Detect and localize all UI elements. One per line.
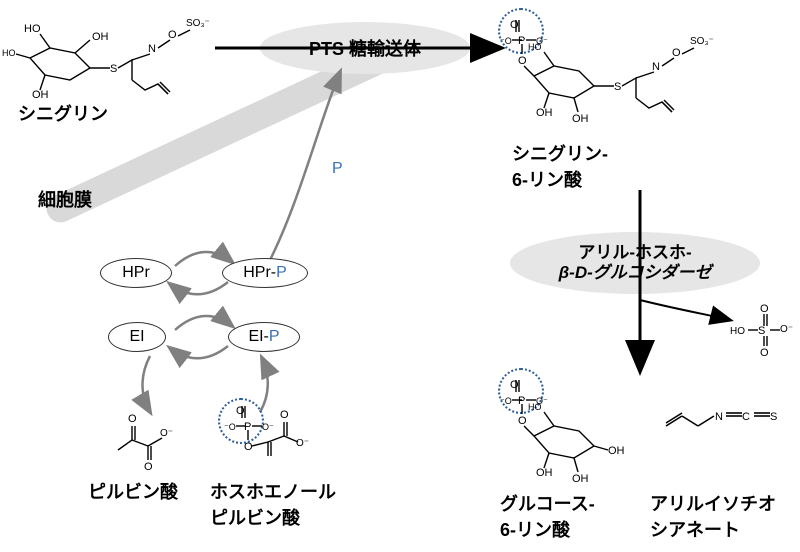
hpr-oval: HPr (100, 258, 172, 288)
ei-oval: EI (108, 322, 166, 352)
aitc-label-2: シアネート (650, 516, 776, 542)
svg-text:O: O (144, 461, 153, 473)
svg-text:OH: OH (572, 113, 589, 125)
p-label: P (332, 160, 343, 178)
svg-text:OH: OH (92, 31, 109, 43)
svg-text:SO₃⁻: SO₃⁻ (186, 18, 210, 29)
svg-text:OH: OH (572, 473, 589, 485)
hpr-p-oval: HPr-P (222, 258, 308, 288)
svg-text:O: O (518, 415, 527, 427)
hpr-p-label-b: P (276, 264, 287, 282)
svg-text:O: O (760, 347, 769, 359)
svg-text:S: S (758, 325, 765, 337)
svg-text:HO: HO (24, 23, 41, 35)
svg-text:HO: HO (528, 42, 542, 52)
svg-text:O: O (168, 29, 177, 41)
molecule-aitc: N C S (660, 400, 800, 450)
svg-text:O: O (510, 379, 519, 391)
svg-text:N: N (148, 43, 156, 55)
sinigrin6p-label-1: シニグリン- (512, 140, 608, 166)
svg-text:O: O (672, 47, 681, 59)
svg-text:O: O (244, 441, 253, 453)
glc6p-label-2: 6-リン酸 (500, 516, 595, 542)
pyruvate-label: ピルビン酸 (88, 478, 178, 504)
glc6p-label: グルコース- 6-リン酸 (500, 490, 595, 542)
svg-text:⁻O: ⁻O (500, 36, 512, 46)
svg-text:O⁻: O⁻ (780, 324, 793, 335)
svg-text:O: O (760, 303, 769, 315)
molecule-pyruvate: O O⁻ O (100, 404, 190, 464)
svg-text:O: O (518, 55, 527, 67)
svg-text:O: O (510, 19, 519, 31)
svg-text:N: N (652, 61, 660, 73)
svg-text:S: S (614, 81, 621, 93)
hpr-p-label-a: HPr- (243, 264, 276, 282)
svg-text:SO₃⁻: SO₃⁻ (690, 36, 714, 47)
molecule-pep: O ⁻O P O⁻ O O⁻ O (212, 396, 332, 466)
svg-text:OH: OH (536, 467, 553, 479)
molecule-sulfate: HO S O O O⁻ (730, 300, 800, 350)
pep-label-2: ピルビン酸 (210, 504, 336, 530)
ei-p-oval: EI-P (228, 322, 300, 352)
svg-text:O: O (128, 413, 137, 425)
sinigrin6p-label: シニグリン- 6-リン酸 (512, 140, 608, 192)
svg-text:OH: OH (608, 445, 625, 457)
aitc-label-1: アリルイソチオ (650, 490, 776, 516)
aitc-label: アリルイソチオ シアネート (650, 490, 776, 542)
glc6p-label-1: グルコース- (500, 490, 595, 516)
hpr-label: HPr (122, 264, 150, 282)
svg-text:O⁻: O⁻ (296, 438, 309, 449)
molecule-sinigrin-6p: O ⁻O P O⁻ O HO OH OH S N O SO₃⁻ (490, 10, 750, 140)
svg-text:S: S (110, 63, 117, 75)
svg-text:OH: OH (536, 107, 553, 119)
svg-text:O: O (236, 405, 245, 417)
svg-text:O⁻: O⁻ (262, 422, 274, 432)
molecule-sinigrin: OH HO HO OH S N O SO₃⁻ (10, 8, 220, 98)
pep-label: ホスホエノール ピルビン酸 (210, 478, 336, 530)
svg-text:⁻O: ⁻O (500, 396, 512, 406)
molecule-glc6p: O ⁻O P O⁻ O HO OH OH OH (490, 370, 640, 480)
svg-text:O: O (280, 409, 289, 421)
ei-p-label-a: EI- (248, 328, 268, 346)
ei-p-label-b: P (269, 328, 280, 346)
sinigrin6p-label-2: 6-リン酸 (512, 166, 608, 192)
ei-label: EI (129, 328, 144, 346)
svg-text:C: C (742, 411, 750, 423)
svg-text:N: N (715, 411, 723, 423)
svg-text:⁻O: ⁻O (224, 422, 236, 432)
membrane-label: 細胞膜 (38, 186, 92, 212)
sinigrin-label: シニグリン (18, 100, 108, 126)
svg-text:S: S (770, 411, 777, 423)
svg-text:HO: HO (730, 326, 745, 337)
svg-text:HO: HO (528, 402, 542, 412)
pep-label-1: ホスホエノール (210, 478, 336, 504)
svg-text:O⁻: O⁻ (160, 428, 173, 439)
svg-text:HO: HO (2, 48, 16, 58)
